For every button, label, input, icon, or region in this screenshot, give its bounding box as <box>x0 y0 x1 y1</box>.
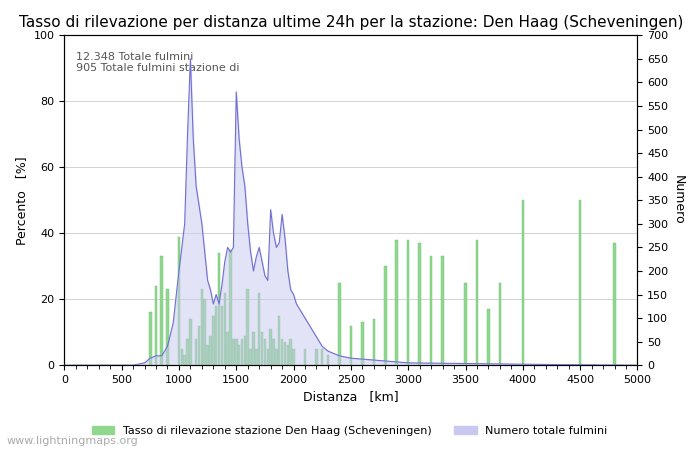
Bar <box>258 292 260 365</box>
Bar <box>244 336 246 365</box>
Bar <box>264 339 266 365</box>
Bar <box>186 339 189 365</box>
Bar <box>189 319 192 365</box>
Bar <box>384 266 386 365</box>
Bar <box>487 309 490 365</box>
Bar <box>235 339 237 365</box>
Bar <box>212 316 215 365</box>
Bar <box>155 286 158 365</box>
Bar <box>278 316 281 365</box>
Bar <box>166 289 169 365</box>
Bar <box>252 332 255 365</box>
Bar <box>321 349 323 365</box>
Bar <box>272 339 275 365</box>
Bar <box>223 292 226 365</box>
Bar <box>195 339 197 365</box>
Bar <box>267 349 269 365</box>
Bar <box>441 256 444 365</box>
Bar <box>238 346 240 365</box>
Bar <box>232 339 234 365</box>
Text: 12.348 Totale fulmini
905 Totale fulmini stazione di: 12.348 Totale fulmini 905 Totale fulmini… <box>76 52 239 73</box>
Bar <box>220 306 223 365</box>
Bar <box>201 289 203 365</box>
Bar <box>407 240 410 365</box>
Bar <box>315 349 318 365</box>
Bar <box>498 283 501 365</box>
Bar <box>215 306 218 365</box>
Bar <box>183 356 186 365</box>
Bar <box>293 349 295 365</box>
Bar <box>338 283 341 365</box>
Bar <box>289 339 292 365</box>
Y-axis label: Percento   [%]: Percento [%] <box>15 156 28 245</box>
Bar <box>218 253 220 365</box>
Bar <box>275 349 278 365</box>
Bar <box>229 250 232 365</box>
Legend: Tasso di rilevazione stazione Den Haag (Scheveningen), Numero totale fulmini: Tasso di rilevazione stazione Den Haag (… <box>88 421 612 440</box>
Bar <box>476 240 478 365</box>
Bar <box>206 346 209 365</box>
Bar <box>270 329 272 365</box>
Bar <box>286 346 289 365</box>
Bar <box>181 349 183 365</box>
Bar <box>261 332 263 365</box>
Bar <box>197 326 200 365</box>
Bar <box>160 256 163 365</box>
Bar <box>361 322 363 365</box>
Bar <box>255 349 258 365</box>
Y-axis label: Numero: Numero <box>672 176 685 225</box>
Bar <box>327 356 329 365</box>
Bar <box>430 256 433 365</box>
Bar <box>241 339 243 365</box>
Bar <box>613 243 616 365</box>
Bar <box>304 349 307 365</box>
Bar <box>372 319 375 365</box>
Bar <box>178 237 180 365</box>
Bar <box>284 342 286 365</box>
Bar <box>419 243 421 365</box>
X-axis label: Distanza   [km]: Distanza [km] <box>303 391 399 404</box>
Bar <box>209 336 211 365</box>
Bar <box>246 289 249 365</box>
Bar <box>395 240 398 365</box>
Bar <box>464 283 467 365</box>
Bar <box>149 312 151 365</box>
Bar <box>226 332 229 365</box>
Bar <box>204 299 206 365</box>
Text: www.lightningmaps.org: www.lightningmaps.org <box>7 436 139 446</box>
Bar <box>522 200 524 365</box>
Bar <box>249 349 252 365</box>
Title: Tasso di rilevazione per distanza ultime 24h per la stazione: Den Haag (Scheveni: Tasso di rilevazione per distanza ultime… <box>19 15 683 30</box>
Bar <box>281 339 284 365</box>
Bar <box>349 326 352 365</box>
Bar <box>579 200 582 365</box>
